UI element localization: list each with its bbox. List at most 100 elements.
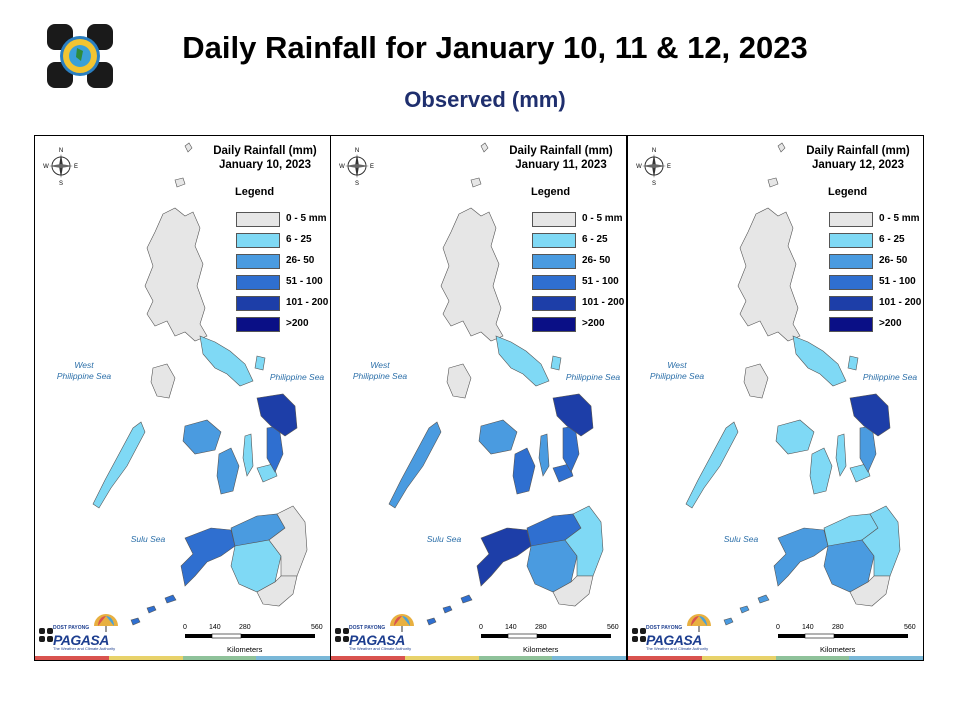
legend-label: 51 - 100 [879, 276, 916, 287]
page-title: Daily Rainfall for January 10, 11 & 12, … [182, 30, 808, 65]
region-batanes [777, 142, 786, 153]
legend-item: 51 - 100 [236, 275, 326, 291]
region-bohol [849, 463, 871, 483]
legend-swatch [532, 296, 576, 311]
map-panel-jan11: N S W E Daily Rainfall (mm) January 11, … [330, 135, 627, 661]
region-zamboanga [476, 527, 532, 587]
region-catanduanes [847, 355, 859, 371]
band-segment [404, 656, 479, 660]
legend-item: 0 - 5 mm [829, 212, 920, 228]
map-panel-jan10: N S W E Daily Rainfall (mm) January 10, … [34, 135, 331, 661]
region-panay [775, 419, 815, 455]
legend-item: 26- 50 [532, 254, 622, 270]
compass-rose-icon: N S W E [43, 148, 78, 186]
legend-heading: Legend [531, 186, 571, 198]
region-palawan [388, 421, 442, 509]
svg-text:N: N [652, 148, 656, 154]
scale-bar: 0 140 280 560 Kilometers [183, 624, 323, 654]
map-panel-jan12: N S W E Daily Rainfall (mm) January 12, … [627, 135, 924, 661]
legend-swatch [829, 317, 873, 332]
compass-rose-icon: N S W E [339, 148, 374, 186]
region-zamboanga [180, 527, 236, 587]
region-bohol [552, 463, 574, 483]
band-segment [108, 656, 183, 660]
legend-item: 101 - 200 [829, 296, 921, 312]
svg-text:W: W [636, 164, 642, 170]
band-segment [182, 656, 257, 660]
svg-text:N: N [59, 148, 63, 154]
region-babuyan [174, 177, 186, 188]
legend-label: >200 [286, 318, 309, 329]
legend-label: 0 - 5 mm [879, 213, 920, 224]
legend-swatch [236, 296, 280, 311]
band-segment [478, 656, 553, 660]
region-catanduanes [254, 355, 266, 371]
svg-text:W: W [43, 164, 49, 170]
legend-label: 6 - 25 [879, 234, 905, 245]
philippines-rainfall-map [685, 142, 901, 626]
region-luzon [144, 207, 208, 342]
region-southern-mindanao [849, 575, 891, 607]
legend-label: 101 - 200 [286, 297, 329, 308]
panel-title-line1: Daily Rainfall (mm) [509, 145, 613, 157]
band-segment [849, 656, 923, 660]
region-southern-mindanao [552, 575, 594, 607]
label-west-philippine-sea: West Philippine Sea [56, 360, 112, 381]
panel-title-date: January 10, 2023 [218, 159, 312, 171]
legend-item: 51 - 100 [532, 275, 622, 291]
philippines-rainfall-map [388, 142, 604, 626]
legend-label: 0 - 5 mm [286, 213, 327, 224]
legend-label: 51 - 100 [286, 276, 323, 287]
legend-swatch [829, 296, 873, 311]
legend-label: 26- 50 [879, 255, 908, 266]
region-mindoro [446, 363, 472, 399]
region-palawan [92, 421, 146, 509]
region-zamboanga [773, 527, 829, 587]
region-sulu-2 [442, 605, 453, 614]
legend-swatch [532, 212, 576, 227]
band-segment [552, 656, 626, 660]
panel-title-line1: Daily Rainfall (mm) [806, 145, 910, 157]
legend-swatch [829, 254, 873, 269]
region-mindoro [150, 363, 176, 399]
legend-swatch [236, 275, 280, 290]
legend-item: >200 [236, 317, 326, 333]
region-sulu [460, 594, 473, 604]
legend-label: 26- 50 [582, 255, 611, 266]
region-sulu [164, 594, 177, 604]
region-luzon [440, 207, 504, 342]
scale-bar: 0 140 280 560 Kilometers [479, 624, 619, 654]
legend-label: 6 - 25 [582, 234, 608, 245]
legend-item: 51 - 100 [829, 275, 919, 291]
region-samar [849, 393, 891, 437]
legend-label: 51 - 100 [582, 276, 619, 287]
svg-text:N: N [355, 148, 359, 154]
legend-heading: Legend [828, 186, 868, 198]
legend-item: 6 - 25 [829, 233, 919, 249]
legend-label: 26- 50 [286, 255, 315, 266]
band-segment [701, 656, 776, 660]
legend-item: 26- 50 [236, 254, 326, 270]
region-panay [182, 419, 222, 455]
legend-swatch [532, 254, 576, 269]
region-bicol [792, 335, 847, 387]
panel-title: Daily Rainfall (mm) January 11, 2023 [496, 144, 626, 172]
legend-label: 0 - 5 mm [582, 213, 623, 224]
region-luzon [737, 207, 801, 342]
region-southern-mindanao [256, 575, 298, 607]
label-west-philippine-sea: West Philippine Sea [649, 360, 705, 381]
legend-label: 101 - 200 [582, 297, 625, 308]
panel-title-date: January 11, 2023 [515, 159, 607, 171]
label-philippine-sea: Philippine Sea [269, 372, 325, 382]
legend-swatch [236, 254, 280, 269]
region-negros [809, 447, 833, 495]
legend-swatch [236, 212, 280, 227]
region-samar [256, 393, 298, 437]
panel-title-date: January 12, 2023 [811, 159, 905, 171]
legend-heading: Legend [235, 186, 275, 198]
svg-text:E: E [74, 164, 78, 170]
compass-rose-icon: N S W E [636, 148, 671, 186]
legend-swatch [532, 317, 576, 332]
footer-color-band [628, 656, 923, 660]
region-mindoro [743, 363, 769, 399]
